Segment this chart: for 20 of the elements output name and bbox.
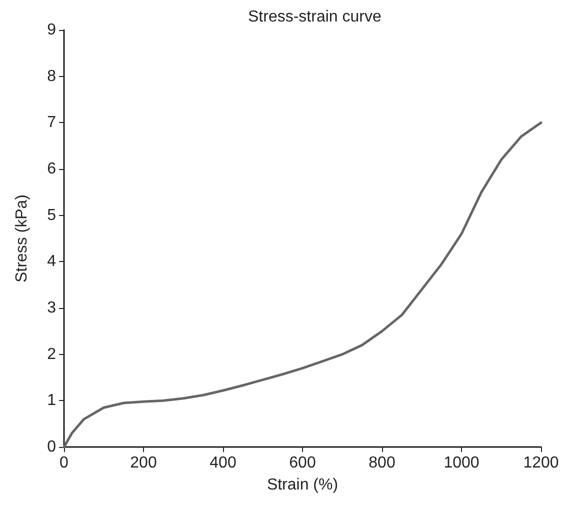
x-axis-title: Strain (%)	[266, 476, 338, 494]
x-tick-label: 200	[130, 454, 157, 472]
y-tick-label: 4	[47, 253, 56, 270]
x-tick-label: 600	[289, 454, 316, 472]
y-tick-label: 3	[47, 300, 56, 316]
x-tick-label: 800	[368, 454, 396, 472]
chart-title: Stress-strain curve	[248, 8, 382, 26]
y-tick-label: 9	[47, 22, 56, 38]
x-tick-label: 1200	[523, 454, 559, 472]
y-tick-label: 2	[47, 346, 56, 363]
y-axis-title: Stress (kPa)	[14, 194, 30, 283]
y-tick-label: 5	[47, 206, 56, 224]
y-tick-label: 1	[47, 392, 56, 410]
x-tick-label: 0	[60, 454, 69, 472]
x-tick-label: 400	[210, 454, 236, 472]
y-tick-label: 8	[47, 68, 56, 85]
y-tick-label: 0	[47, 438, 56, 456]
y-tick-label: 7	[47, 114, 56, 132]
y-tick-label: 6	[47, 160, 56, 178]
x-tick-label: 1000	[444, 454, 480, 472]
